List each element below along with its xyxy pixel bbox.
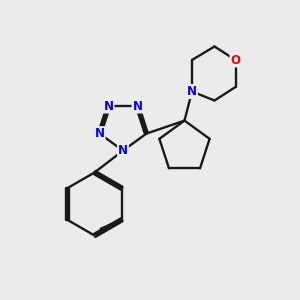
Text: N: N [103, 100, 113, 112]
Text: O: O [230, 53, 241, 67]
Text: N: N [94, 127, 105, 140]
Text: N: N [187, 85, 197, 98]
Text: N: N [133, 100, 142, 112]
Text: N: N [118, 144, 128, 157]
